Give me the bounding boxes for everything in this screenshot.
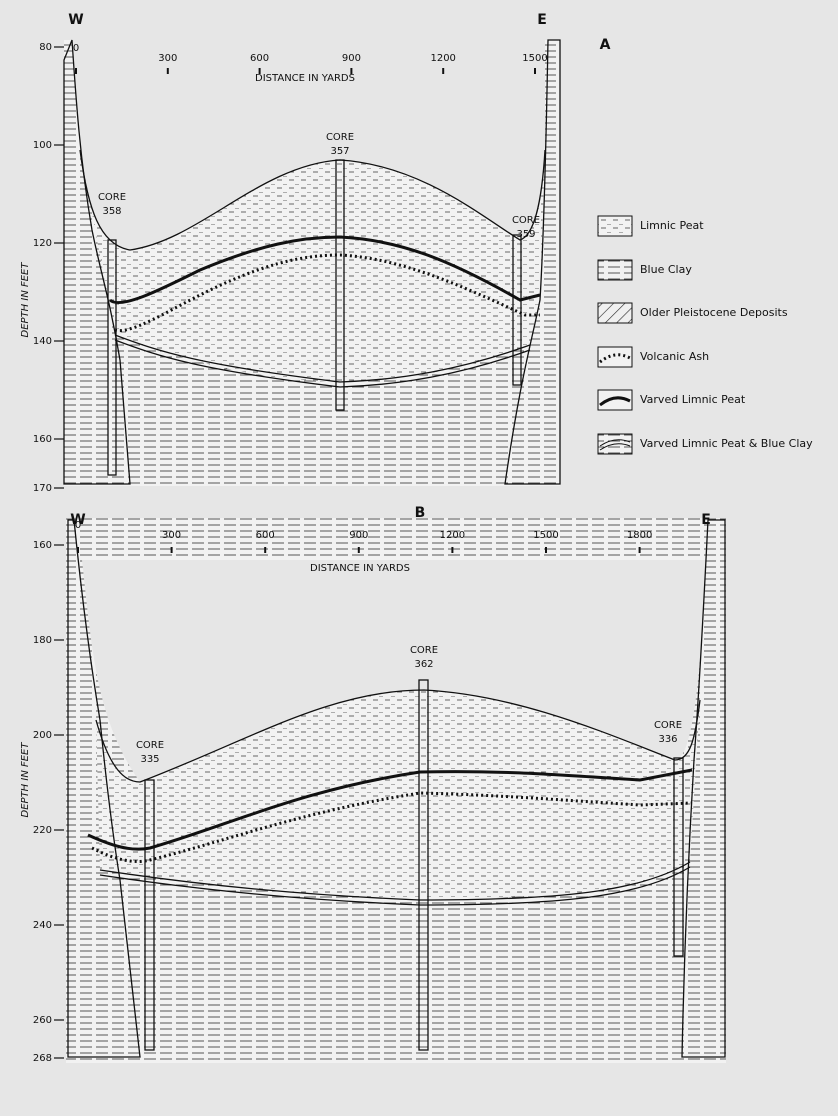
- core-number: 358: [102, 206, 121, 217]
- y-tick-label: 200: [33, 730, 52, 741]
- legend-swatch: [597, 346, 633, 368]
- panel-label: B: [415, 505, 426, 521]
- section-b: [66, 518, 726, 1063]
- y-tick-label: 120: [33, 238, 52, 249]
- limnic-peat: [80, 150, 545, 382]
- core: [144, 779, 155, 1051]
- x-axis-label: DISTANCE IN YARDS: [255, 73, 355, 84]
- core: [512, 234, 522, 386]
- panel-label: A: [600, 37, 611, 53]
- core-label: CORE: [512, 215, 540, 226]
- varved-clay-line: [99, 866, 691, 906]
- y-tick-label: 80: [39, 42, 52, 53]
- pleistocene-right: [681, 519, 726, 1058]
- y-tick-label: 240: [33, 920, 52, 931]
- legend-swatch: [599, 353, 631, 364]
- core-number: 362: [414, 659, 433, 670]
- legend-label: Volcanic Ash: [640, 350, 709, 363]
- x-tick-label: 1800: [627, 530, 652, 541]
- legend-swatch: [597, 389, 633, 411]
- varved-clay-line: [99, 861, 691, 901]
- pleistocene-right: [504, 39, 561, 485]
- x-tick-label: 600: [250, 53, 269, 64]
- core-number: 336: [658, 734, 677, 745]
- y-tick-label: 160: [33, 540, 52, 551]
- y-tick-label: 268: [33, 1053, 52, 1064]
- x-tick-label: 1200: [430, 53, 455, 64]
- y-tick-label: 220: [33, 825, 52, 836]
- legend: [597, 215, 633, 455]
- section-a: [63, 39, 561, 486]
- varved-peat-line: [87, 768, 693, 851]
- ash-line: [114, 253, 540, 333]
- legend-swatch: [597, 259, 633, 281]
- core: [107, 239, 117, 476]
- sky: [82, 560, 706, 782]
- x-tick-label: 0: [75, 520, 81, 531]
- x-tick-label: 1200: [440, 530, 465, 541]
- core-label: CORE: [98, 192, 126, 203]
- west-label: W: [70, 512, 85, 528]
- legend-swatch: [597, 302, 633, 324]
- varved-clay-line: [114, 334, 531, 383]
- y-tick-label: 180: [33, 635, 52, 646]
- sky: [72, 40, 545, 250]
- ash-line: [91, 791, 693, 863]
- legend-swatch: [599, 439, 631, 451]
- legend-label: Blue Clay: [640, 263, 692, 276]
- limnic-peat: [96, 690, 700, 900]
- y-tick-label: 260: [33, 1015, 52, 1026]
- x-tick-label: 0: [73, 43, 79, 54]
- x-tick-label: 300: [162, 530, 181, 541]
- legend-swatch: [599, 396, 631, 407]
- core-label: CORE: [326, 132, 354, 143]
- x-tick-label: 1500: [533, 530, 558, 541]
- x-tick-label: 900: [342, 53, 361, 64]
- y-tick-label: 160: [33, 434, 52, 445]
- west-label: W: [68, 12, 83, 28]
- surface: [95, 689, 701, 783]
- legend-label: Varved Limnic Peat & Blue Clay: [640, 437, 813, 450]
- core-number: 359: [516, 229, 535, 240]
- pleistocene-left: [63, 39, 131, 485]
- core: [418, 679, 429, 1051]
- core-label: CORE: [410, 645, 438, 656]
- legend-label: Older Pleistocene Deposits: [640, 306, 788, 319]
- varved-clay-line: [114, 339, 531, 388]
- core: [335, 159, 345, 411]
- x-axis-label: DISTANCE IN YARDS: [310, 563, 410, 574]
- core-label: CORE: [136, 740, 164, 751]
- core: [673, 757, 684, 957]
- y-axis-label: DEPTH IN FEET: [20, 262, 31, 338]
- varved-peat-line: [108, 235, 541, 305]
- y-tick-label: 170: [33, 483, 52, 494]
- y-axis-label: DEPTH IN FEET: [20, 742, 31, 818]
- y-tick-label: 100: [33, 140, 52, 151]
- x-tick-label: 1500: [522, 53, 547, 64]
- east-label: E: [537, 12, 547, 28]
- core-number: 335: [140, 754, 159, 765]
- legend-swatch: [597, 215, 633, 237]
- x-tick-label: 900: [349, 530, 368, 541]
- legend-label: Varved Limnic Peat: [640, 393, 746, 406]
- y-tick-label: 140: [33, 336, 52, 347]
- east-label: E: [701, 512, 711, 528]
- x-tick-label: 300: [158, 53, 177, 64]
- core-number: 357: [330, 146, 349, 157]
- x-tick-label: 600: [256, 530, 275, 541]
- legend-label: Limnic Peat: [640, 219, 704, 232]
- core-label: CORE: [654, 720, 682, 731]
